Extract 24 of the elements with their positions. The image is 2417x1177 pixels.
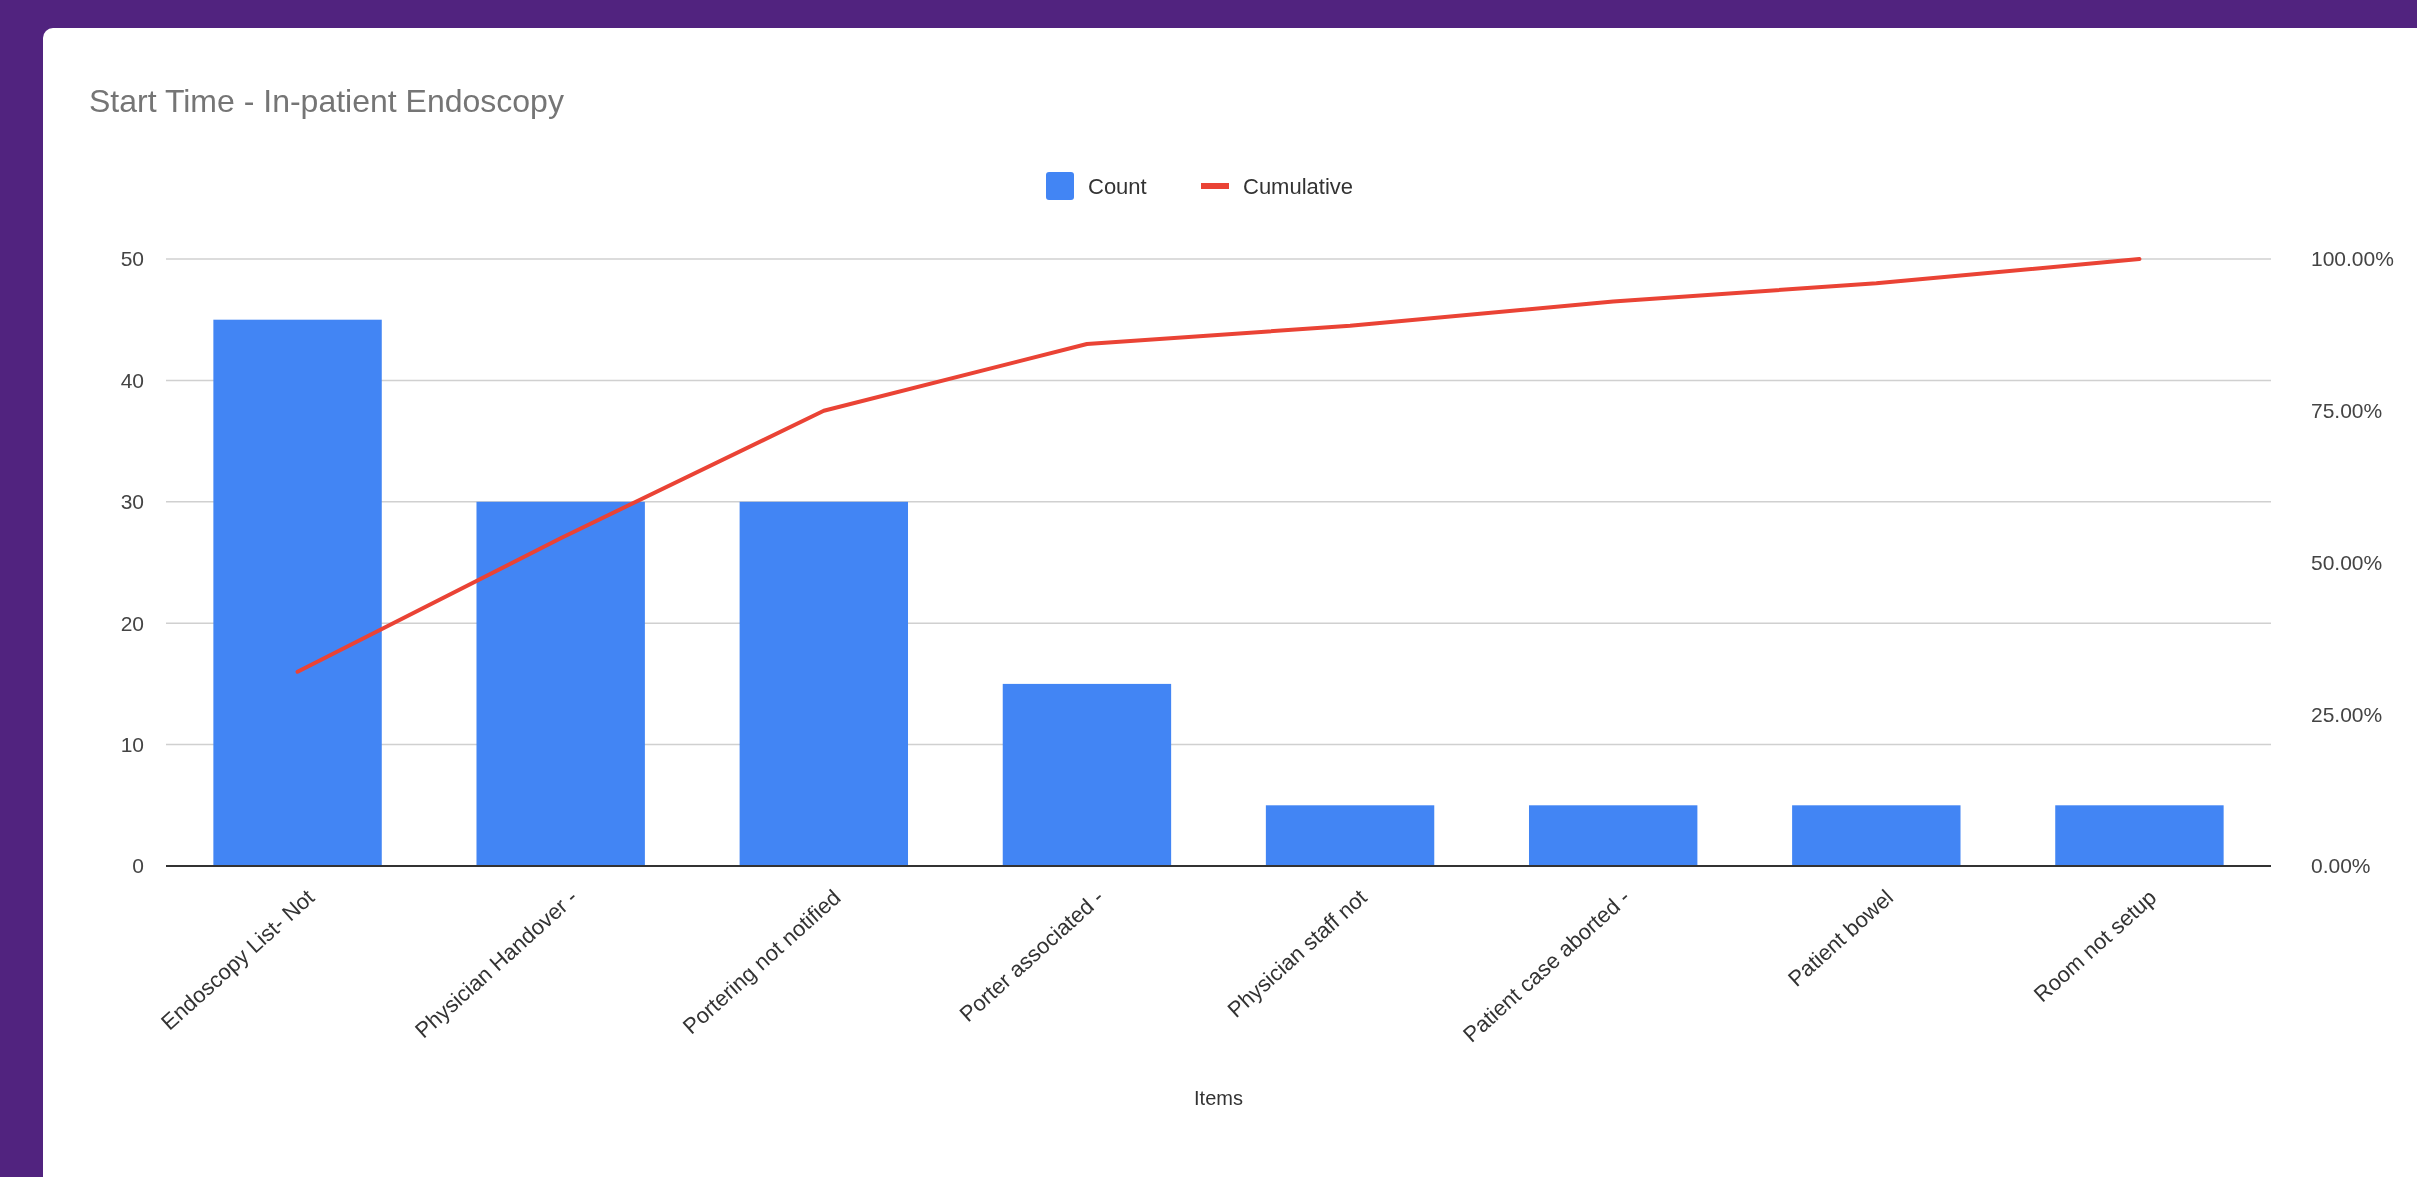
x-axis-title: Items <box>1194 1087 1243 1109</box>
y-tick-label: 0 <box>132 854 144 878</box>
y-tick-label: 20 <box>120 611 144 635</box>
y2-tick-label: 50.00% <box>2311 550 2383 574</box>
legend-label: Count <box>1088 173 1147 199</box>
y-tick-label: 50 <box>120 247 144 271</box>
bar <box>1528 805 1698 866</box>
y-tick-label: 40 <box>120 368 144 392</box>
bar <box>1265 805 1435 866</box>
bar <box>1792 805 1961 866</box>
y2-tick-label: 25.00% <box>2311 702 2383 726</box>
bar <box>2055 805 2224 866</box>
line-series <box>295 257 2142 674</box>
legend-label: Cumulative <box>1243 173 1354 199</box>
bar <box>213 319 382 866</box>
bar <box>476 501 645 866</box>
y2-tick-label: 75.00% <box>2311 399 2383 423</box>
y-tick-label: 30 <box>120 490 144 514</box>
y-tick-label: 10 <box>120 732 144 756</box>
bar <box>1002 683 1172 866</box>
bar <box>739 501 909 866</box>
chart-title: Start Time - In-patient Endoscopy <box>89 83 564 119</box>
y2-tick-label: 0.00% <box>2311 854 2371 878</box>
y2-tick-label: 100.00% <box>2311 247 2394 271</box>
